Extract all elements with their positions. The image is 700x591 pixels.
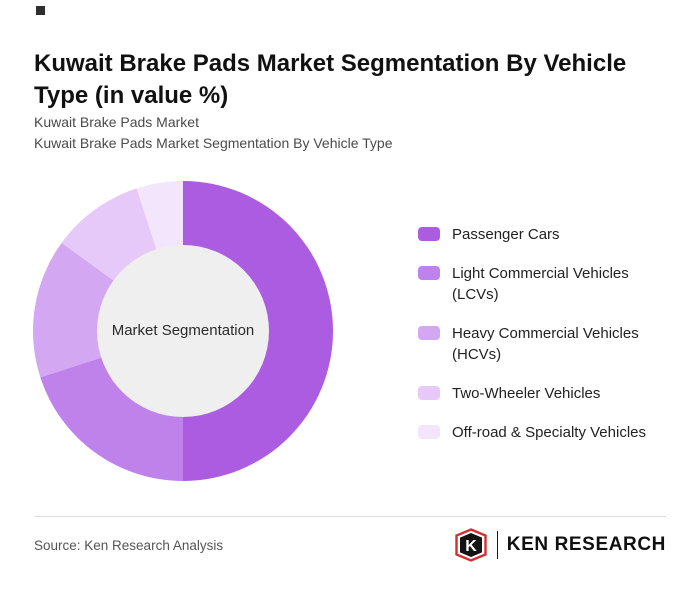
donut-center-circle (97, 245, 269, 417)
legend-swatch-0 (418, 227, 440, 241)
legend-item-0: Passenger Cars (418, 224, 670, 245)
legend-item-3: Two-Wheeler Vehicles (418, 383, 670, 404)
logo-emblem-fill (459, 533, 482, 557)
ken-research-logo: K KEN RESEARCH (454, 528, 666, 562)
source-note: Source: Ken Research Analysis (34, 538, 224, 553)
logo-letter: K (465, 538, 477, 555)
legend-item-4: Off-road & Specialty Vehicles (418, 422, 670, 443)
legend-label-3: Two-Wheeler Vehicles (452, 385, 601, 402)
legend-swatch-4 (418, 425, 440, 439)
corner-mark (36, 6, 45, 15)
legend-label-2: Heavy Commercial Vehicles (HCVs) (452, 325, 639, 363)
subtitle-line-2: Kuwait Brake Pads Market Segmentation By… (34, 135, 393, 152)
legend-item-2: Heavy Commercial Vehicles (HCVs) (418, 323, 670, 365)
donut-chart (32, 181, 333, 481)
legend-swatch-2 (418, 326, 440, 340)
chart-legend: Passenger Cars Light Commercial Vehicles … (418, 224, 670, 443)
legend-item-1: Light Commercial Vehicles (LCVs) (418, 263, 670, 305)
footer-divider (34, 516, 666, 517)
logo-emblem-outline (455, 528, 487, 562)
legend-swatch-1 (418, 266, 440, 280)
chart-subtitles: Kuwait Brake Pads Market Kuwait Brake Pa… (34, 112, 393, 155)
donut-center-label: Market Segmentation (111, 322, 255, 339)
logo-wordmark: KEN RESEARCH (506, 534, 666, 555)
legend-label-1: Light Commercial Vehicles (LCVs) (452, 265, 629, 303)
legend-label-0: Passenger Cars (452, 226, 560, 243)
subtitle-line-1: Kuwait Brake Pads Market (34, 114, 199, 130)
legend-label-4: Off-road & Specialty Vehicles (452, 424, 646, 441)
page-title: Kuwait Brake Pads Market Segmentation By… (34, 50, 627, 109)
legend-swatch-3 (418, 386, 440, 400)
logo-divider (496, 531, 498, 559)
logo-emblem-icon: K (455, 528, 487, 562)
